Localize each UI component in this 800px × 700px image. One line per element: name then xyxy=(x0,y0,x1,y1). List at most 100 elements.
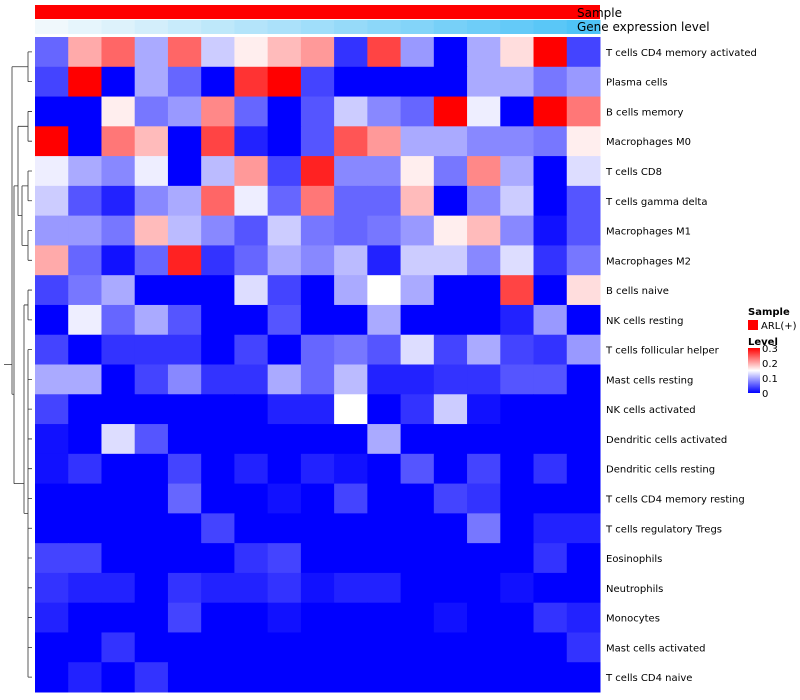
heatmap-cell xyxy=(400,126,435,157)
heatmap-cell xyxy=(533,185,568,217)
heatmap-cell xyxy=(300,424,335,455)
heatmap-cell xyxy=(134,185,169,217)
heatmap-cell xyxy=(367,275,402,306)
heatmap-cell xyxy=(201,602,235,633)
heatmap-cell xyxy=(566,66,601,98)
heatmap-cell xyxy=(467,483,501,514)
heatmap-cell xyxy=(467,215,501,246)
heatmap-cell xyxy=(500,453,535,485)
heatmap-cell xyxy=(167,215,202,246)
row-label: B cells memory xyxy=(606,107,683,118)
gene-expression-cell xyxy=(167,20,202,34)
heatmap-cell xyxy=(367,662,402,693)
heatmap-cell xyxy=(500,483,535,514)
heatmap-cell xyxy=(367,453,402,485)
heatmap-cell xyxy=(334,543,368,574)
heatmap-cell xyxy=(101,453,136,485)
gene-expression-cell xyxy=(267,20,302,34)
heatmap-cell xyxy=(68,632,102,663)
heatmap-cell xyxy=(234,632,269,663)
heatmap-cell xyxy=(334,513,368,544)
heatmap-cell xyxy=(334,96,368,127)
heatmap-cell xyxy=(68,215,102,246)
heatmap-cell xyxy=(267,245,302,276)
heatmap-cell xyxy=(267,513,302,544)
heatmap-cell xyxy=(533,275,568,306)
heatmap-cell xyxy=(267,632,302,663)
heatmap-cell xyxy=(68,275,102,306)
heatmap-cell xyxy=(101,602,136,633)
heatmap-cell xyxy=(101,156,136,187)
heatmap-cell xyxy=(400,572,435,604)
heatmap-cell xyxy=(433,453,468,485)
heatmap-cell xyxy=(400,185,435,217)
heatmap-cell xyxy=(134,126,169,157)
heatmap-cell xyxy=(500,126,535,157)
heatmap-cell xyxy=(234,66,269,98)
heatmap-cell xyxy=(433,275,468,306)
heatmap-cell xyxy=(467,245,501,276)
heatmap-cell xyxy=(400,334,435,365)
heatmap-cell xyxy=(500,632,535,663)
heatmap-cell xyxy=(167,96,202,127)
heatmap-cell xyxy=(433,96,468,127)
heatmap-cell xyxy=(201,126,235,157)
heatmap-cell xyxy=(267,543,302,574)
heatmap-cell xyxy=(68,304,102,336)
heatmap-cell xyxy=(400,632,435,663)
heatmap-cell xyxy=(167,572,202,604)
heatmap-cell xyxy=(134,513,169,544)
heatmap-cell xyxy=(566,543,601,574)
heatmap-cell xyxy=(400,96,435,127)
heatmap-cell xyxy=(134,453,169,485)
row-label: T cells follicular helper xyxy=(605,346,720,357)
heatmap-cell xyxy=(433,632,468,663)
heatmap-cell xyxy=(167,513,202,544)
heatmap-cell xyxy=(201,245,235,276)
heatmap-cell xyxy=(68,37,102,68)
heatmap-cell xyxy=(35,662,69,693)
heatmap-cell xyxy=(433,156,468,187)
heatmap-cell xyxy=(467,334,501,365)
heatmap-cell xyxy=(68,96,102,127)
heatmap-cell xyxy=(201,37,235,68)
heatmap-cell xyxy=(68,394,102,425)
heatmap-cell xyxy=(533,543,568,574)
row-label: T cells CD4 memory activated xyxy=(605,48,757,59)
heatmap-cell xyxy=(234,245,269,276)
heatmap-cell xyxy=(334,275,368,306)
heatmap-cell xyxy=(35,572,69,604)
heatmap-cell xyxy=(500,572,535,604)
heatmap-cell xyxy=(300,602,335,633)
heatmap-cell xyxy=(267,424,302,455)
heatmap-cell xyxy=(101,364,136,395)
heatmap-cell xyxy=(533,632,568,663)
heatmap-cell xyxy=(467,66,501,98)
sample-annotation-label: Sample xyxy=(577,6,622,20)
heatmap-cell xyxy=(467,275,501,306)
heatmap-cell xyxy=(201,364,235,395)
gene-expression-cell xyxy=(367,20,402,34)
heatmap-cell xyxy=(101,483,136,514)
heatmap-cell xyxy=(433,424,468,455)
legend-tick-label: 0.2 xyxy=(762,359,778,370)
heatmap-cell xyxy=(201,66,235,98)
gene-expression-cell xyxy=(234,20,269,34)
heatmap-cell xyxy=(566,215,601,246)
heatmap-cell xyxy=(35,334,69,365)
heatmap-cell xyxy=(500,543,535,574)
heatmap-cell xyxy=(500,185,535,217)
heatmap-cell xyxy=(267,394,302,425)
heatmap-cell xyxy=(234,334,269,365)
heatmap-cell xyxy=(400,513,435,544)
heatmap-cell xyxy=(533,572,568,604)
heatmap-cell xyxy=(35,424,69,455)
heatmap-cell xyxy=(134,37,169,68)
legend-tick-label: 0 xyxy=(762,389,768,400)
heatmap-cell xyxy=(566,96,601,127)
heatmap-cell xyxy=(300,126,335,157)
heatmap-cell xyxy=(400,215,435,246)
heatmap-cell xyxy=(400,602,435,633)
heatmap-cell xyxy=(101,424,136,455)
heatmap-cell xyxy=(334,334,368,365)
